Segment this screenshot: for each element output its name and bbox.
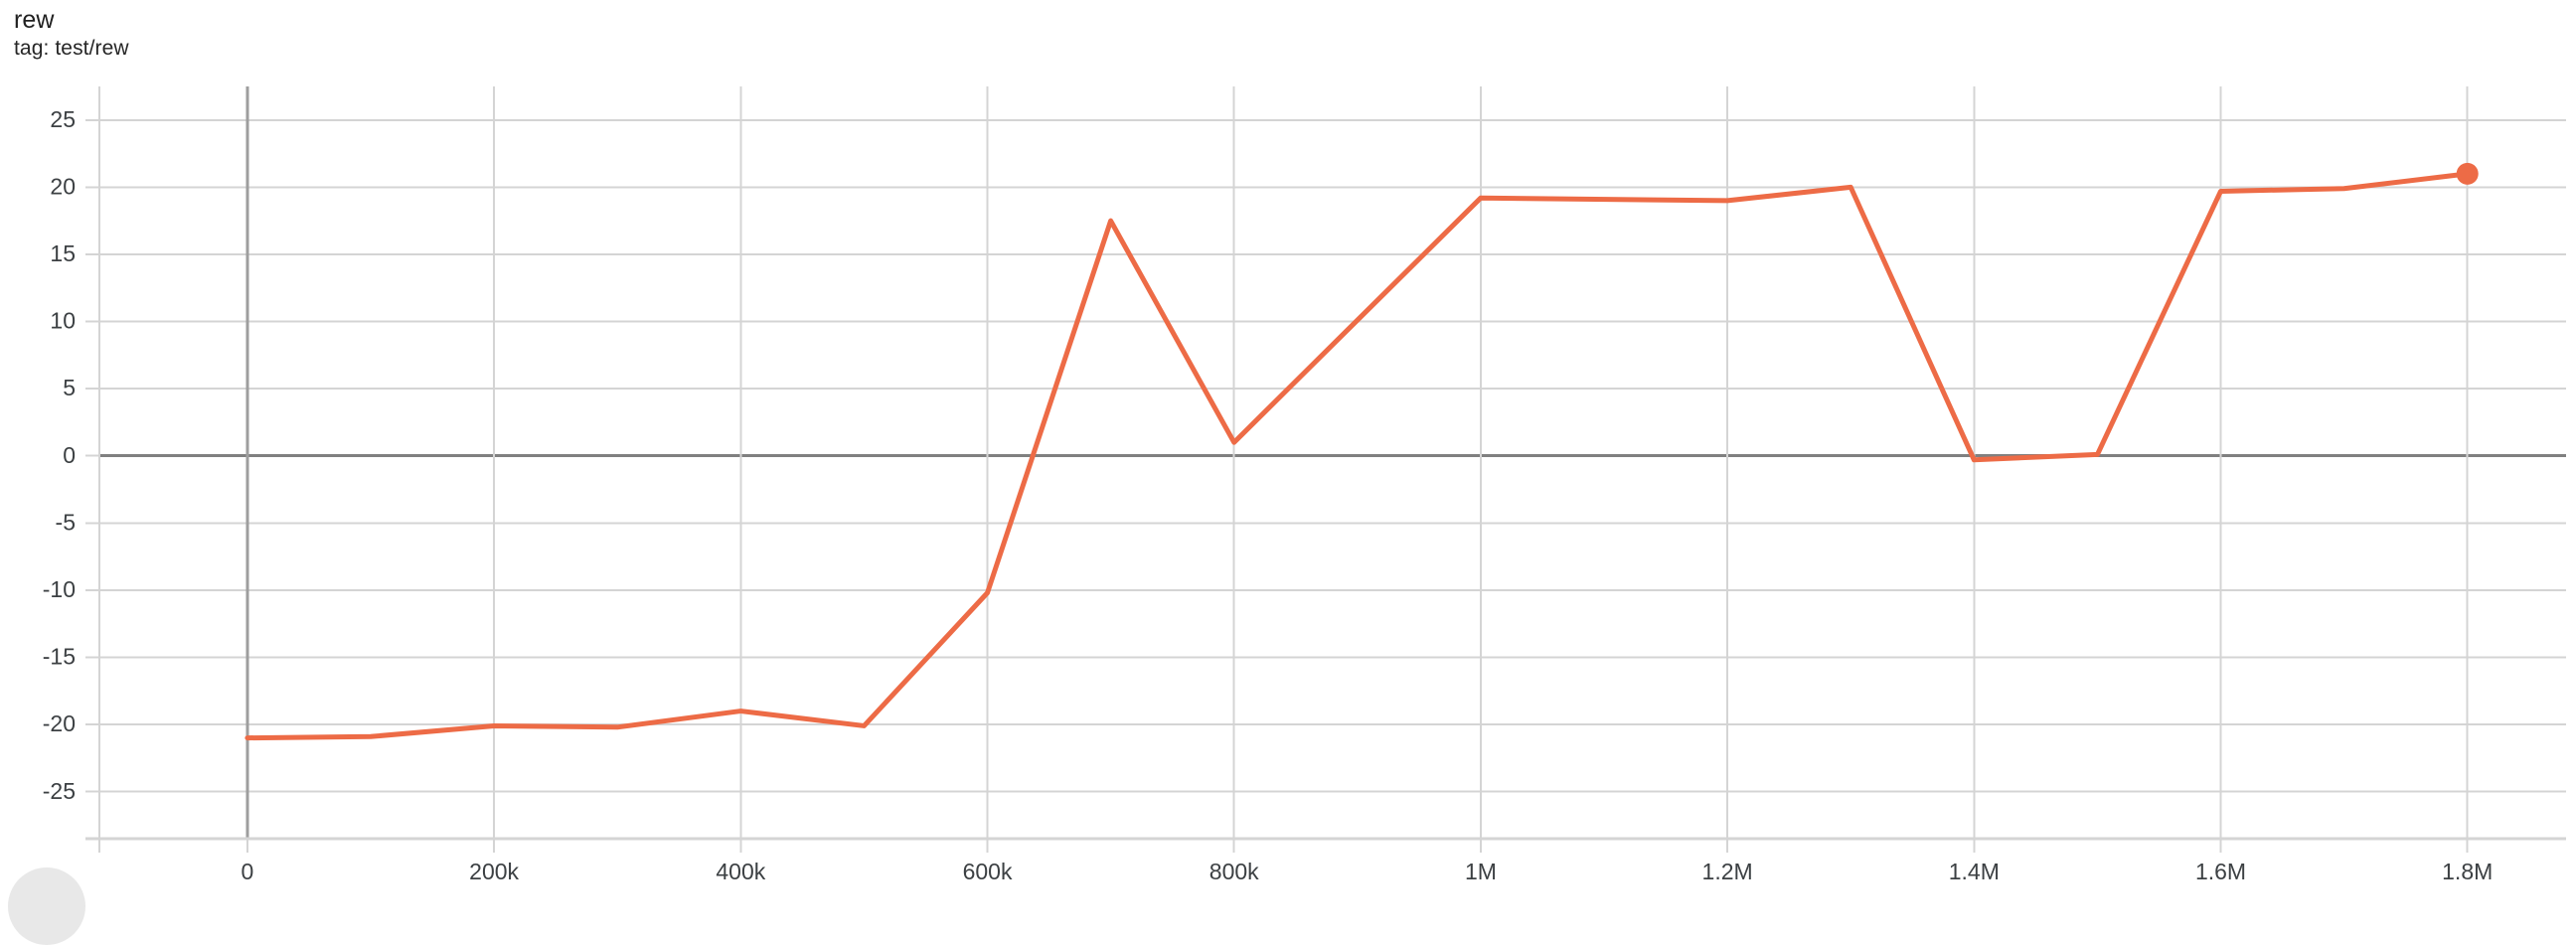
x-tick-label: 400k xyxy=(716,859,765,884)
data-series-layer[interactable] xyxy=(244,162,2479,741)
tick-marks xyxy=(85,118,2469,853)
y-tick-label: 20 xyxy=(50,173,76,199)
series-endpoint-marker[interactable] xyxy=(2456,162,2479,185)
plot-area[interactable]: 25 20 15 10 5 0 -5 -10 -15 -20 -25 0 200k 400k 600k 80… xyxy=(0,0,2576,890)
vertical-gridlines xyxy=(245,86,2469,839)
x-tick-label: 1M xyxy=(1465,859,1497,884)
x-tick-label: 1.2M xyxy=(1702,859,1753,884)
x-tick-label: 800k xyxy=(1209,859,1259,884)
y-axis-tick-labels: 25 20 15 10 5 0 -5 -10 -15 -20 -25 xyxy=(43,106,76,804)
horizontal-gridlines xyxy=(99,118,2566,793)
x-tick-label: 1.8M xyxy=(2442,859,2493,884)
x-tick-label: 600k xyxy=(963,859,1013,884)
axis-lines xyxy=(85,86,2566,853)
x-tick-label: 0 xyxy=(242,859,254,884)
y-tick-label: 5 xyxy=(63,375,76,400)
chart-svg[interactable]: 25 20 15 10 5 0 -5 -10 -15 -20 -25 0 200k 400k 600k 80… xyxy=(0,0,2576,890)
x-tick-label: 200k xyxy=(469,859,519,884)
y-tick-label: -20 xyxy=(43,710,76,736)
chart-header: rew tag: test/rew xyxy=(14,6,129,61)
y-tick-label: -5 xyxy=(56,509,76,535)
y-tick-label: 15 xyxy=(50,240,76,266)
y-tick-label: 25 xyxy=(50,106,76,132)
y-tick-label: 10 xyxy=(50,308,76,334)
series-line[interactable] xyxy=(244,171,2471,741)
chart-tag-subtitle: tag: test/rew xyxy=(14,37,129,60)
chart-title: rew xyxy=(14,6,55,34)
y-tick-label: -25 xyxy=(43,778,76,804)
y-tick-label: 0 xyxy=(63,442,76,468)
y-tick-label: -10 xyxy=(43,576,76,602)
y-tick-label: -15 xyxy=(43,644,76,670)
x-tick-label: 1.6M xyxy=(2195,859,2246,884)
floating-action-button[interactable] xyxy=(8,867,85,945)
x-axis-tick-labels: 0 200k 400k 600k 800k 1M 1.2M 1.4M 1.6M 1.8M xyxy=(242,859,2494,884)
x-tick-label: 1.4M xyxy=(1949,859,2000,884)
